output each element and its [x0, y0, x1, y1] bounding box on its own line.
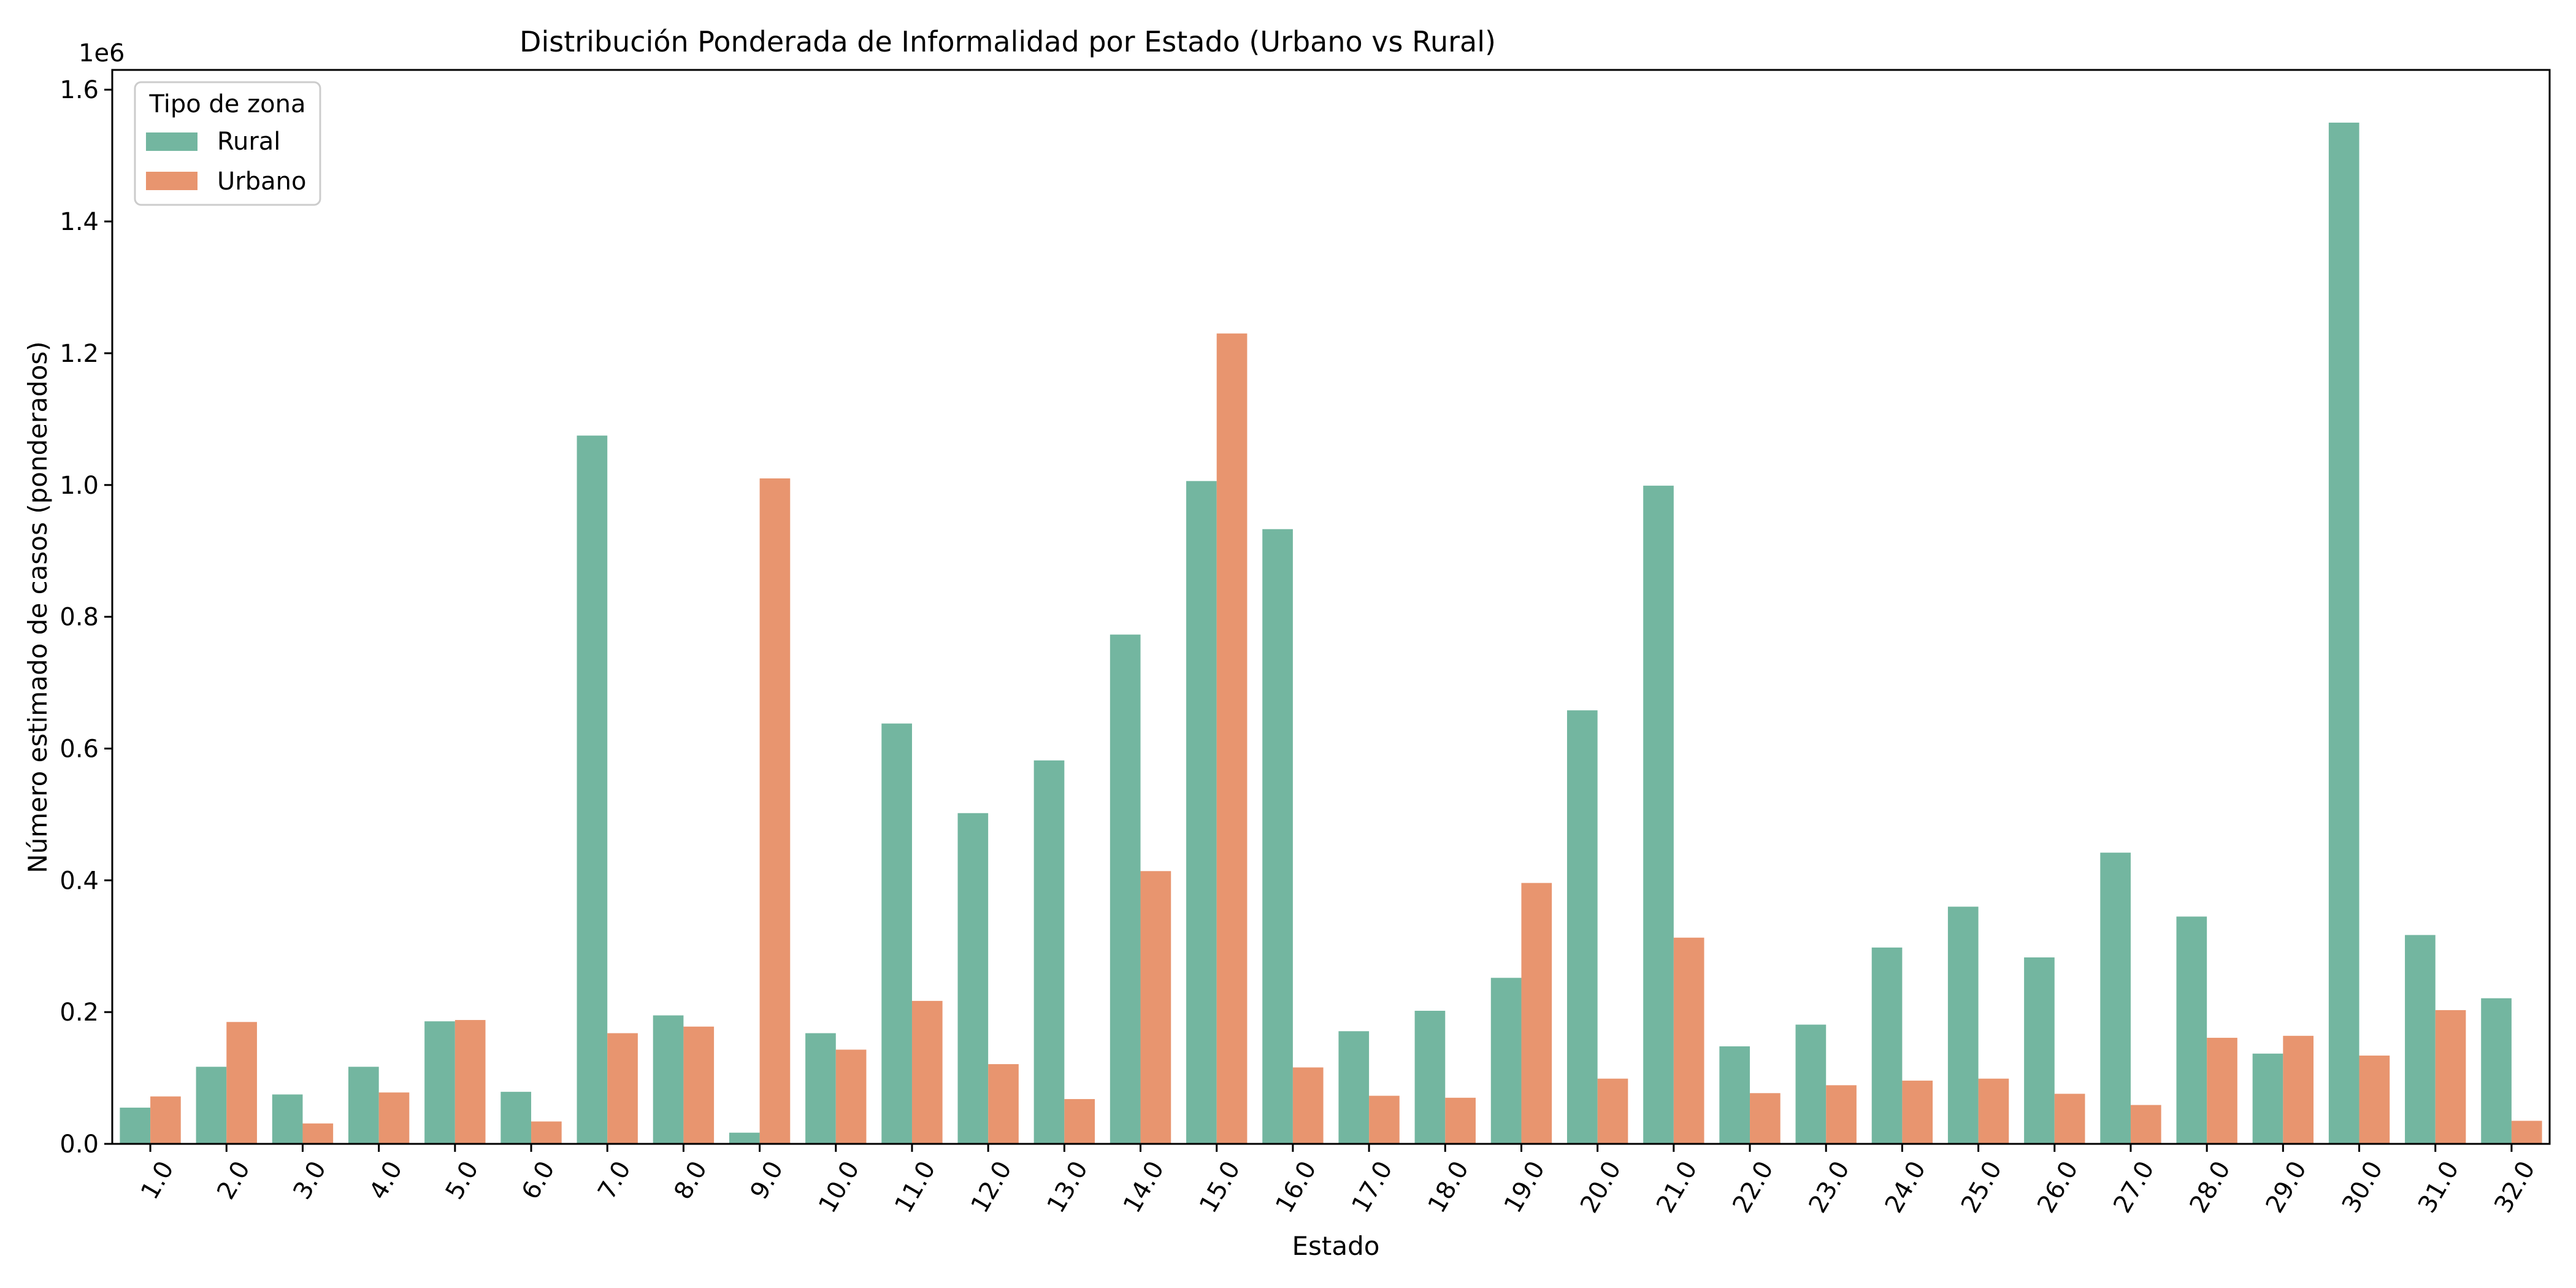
- legend: Tipo de zona Rural Urbano: [134, 81, 321, 206]
- bar-urbano-12.0: [988, 1064, 1019, 1144]
- bar-rural-21.0: [1643, 485, 1674, 1144]
- bar-urbano-23.0: [1826, 1085, 1857, 1144]
- y-axis-offset-label: 1e6: [79, 39, 125, 67]
- bar-rural-11.0: [881, 723, 912, 1144]
- chart-title: Distribución Ponderada de Informalidad p…: [519, 25, 1496, 58]
- bar-rural-3.0: [272, 1094, 303, 1144]
- y-axis-ticks: 0.0 0.2 0.4 0.6 0.8 1.0 1.2 1.4 1.6: [59, 76, 112, 1159]
- bar-urbano-13.0: [1064, 1098, 1095, 1144]
- y-tick-label: 1.0: [59, 472, 99, 500]
- bar-rural-16.0: [1262, 529, 1293, 1144]
- bar-urbano-1.0: [150, 1096, 181, 1144]
- bar-rural-8.0: [653, 1015, 684, 1144]
- bar-urbano-24.0: [1902, 1080, 1933, 1144]
- bar-rural-17.0: [1338, 1031, 1370, 1144]
- bar-urbano-6.0: [531, 1121, 562, 1144]
- bar-urbano-9.0: [759, 478, 791, 1144]
- bar-urbano-16.0: [1292, 1067, 1324, 1144]
- bar-urbano-10.0: [835, 1049, 867, 1144]
- bars-group: [120, 122, 2542, 1144]
- bar-urbano-18.0: [1445, 1097, 1476, 1144]
- bar-urbano-19.0: [1521, 883, 1552, 1144]
- plot-frame: [111, 69, 2551, 1145]
- bar-rural-19.0: [1490, 978, 1522, 1144]
- bar-urbano-20.0: [1597, 1078, 1628, 1144]
- bar-rural-14.0: [1110, 634, 1141, 1144]
- bar-urbano-22.0: [1750, 1093, 1781, 1144]
- y-tick-label: 1.4: [59, 208, 99, 236]
- bar-rural-7.0: [577, 435, 608, 1144]
- bar-rural-10.0: [805, 1033, 836, 1144]
- bar-urbano-29.0: [2283, 1035, 2314, 1144]
- bar-rural-12.0: [957, 813, 989, 1144]
- bar-rural-30.0: [2328, 122, 2359, 1144]
- bar-rural-29.0: [2252, 1053, 2283, 1144]
- bar-rural-1.0: [120, 1107, 151, 1144]
- y-tick-label: 0.8: [59, 604, 99, 632]
- bar-rural-32.0: [2481, 998, 2512, 1144]
- y-tick-label: 1.2: [59, 340, 99, 368]
- bar-rural-27.0: [2100, 853, 2131, 1144]
- bar-urbano-5.0: [454, 1020, 486, 1144]
- bar-urbano-17.0: [1369, 1095, 1400, 1144]
- bar-urbano-26.0: [2054, 1094, 2085, 1144]
- bar-rural-20.0: [1566, 710, 1598, 1144]
- bar-urbano-11.0: [911, 1000, 943, 1144]
- bar-urbano-4.0: [378, 1092, 410, 1144]
- y-tick-label: 0.4: [59, 867, 99, 895]
- bar-rural-4.0: [348, 1067, 379, 1144]
- bar-rural-26.0: [2024, 957, 2055, 1144]
- bar-urbano-25.0: [1978, 1078, 2009, 1144]
- bar-rural-2.0: [196, 1067, 227, 1144]
- legend-title: Tipo de zona: [149, 90, 306, 118]
- bar-rural-9.0: [729, 1132, 760, 1144]
- bar-rural-24.0: [1871, 947, 1903, 1144]
- legend-swatch-rural: [146, 132, 197, 151]
- legend-swatch-urbano: [146, 172, 197, 190]
- bar-rural-31.0: [2405, 935, 2436, 1144]
- y-tick-label: 0.0: [59, 1130, 99, 1159]
- y-tick-label: 0.6: [59, 735, 99, 763]
- bar-rural-15.0: [1186, 481, 1217, 1144]
- bar-urbano-7.0: [607, 1033, 638, 1144]
- bar-urbano-32.0: [2511, 1121, 2542, 1144]
- bar-urbano-31.0: [2435, 1010, 2466, 1144]
- bar-urbano-3.0: [302, 1123, 334, 1144]
- y-tick-label: 1.6: [59, 76, 99, 104]
- bar-urbano-30.0: [2359, 1056, 2390, 1144]
- x-axis-label: Estado: [1292, 1231, 1380, 1261]
- bar-rural-18.0: [1414, 1011, 1446, 1144]
- bar-urbano-2.0: [226, 1022, 257, 1144]
- bar-urbano-21.0: [1673, 937, 1704, 1144]
- bar-rural-6.0: [500, 1092, 532, 1144]
- bar-urbano-27.0: [2130, 1105, 2161, 1144]
- bar-urbano-28.0: [2207, 1038, 2237, 1144]
- legend-label-urbano: Urbano: [217, 167, 306, 196]
- bar-urbano-15.0: [1216, 333, 1248, 1144]
- legend-label-rural: Rural: [217, 128, 280, 156]
- bar-rural-5.0: [424, 1021, 455, 1144]
- y-axis-label: Número estimado de casos (ponderados): [23, 341, 53, 873]
- bar-rural-28.0: [2176, 916, 2207, 1144]
- bar-rural-13.0: [1033, 760, 1065, 1144]
- bar-rural-23.0: [1795, 1024, 1827, 1144]
- y-tick-label: 0.2: [59, 999, 99, 1027]
- bar-urbano-14.0: [1140, 871, 1171, 1144]
- bar-rural-25.0: [1947, 907, 1979, 1144]
- bar-urbano-8.0: [683, 1026, 715, 1144]
- bar-rural-22.0: [1719, 1046, 1750, 1144]
